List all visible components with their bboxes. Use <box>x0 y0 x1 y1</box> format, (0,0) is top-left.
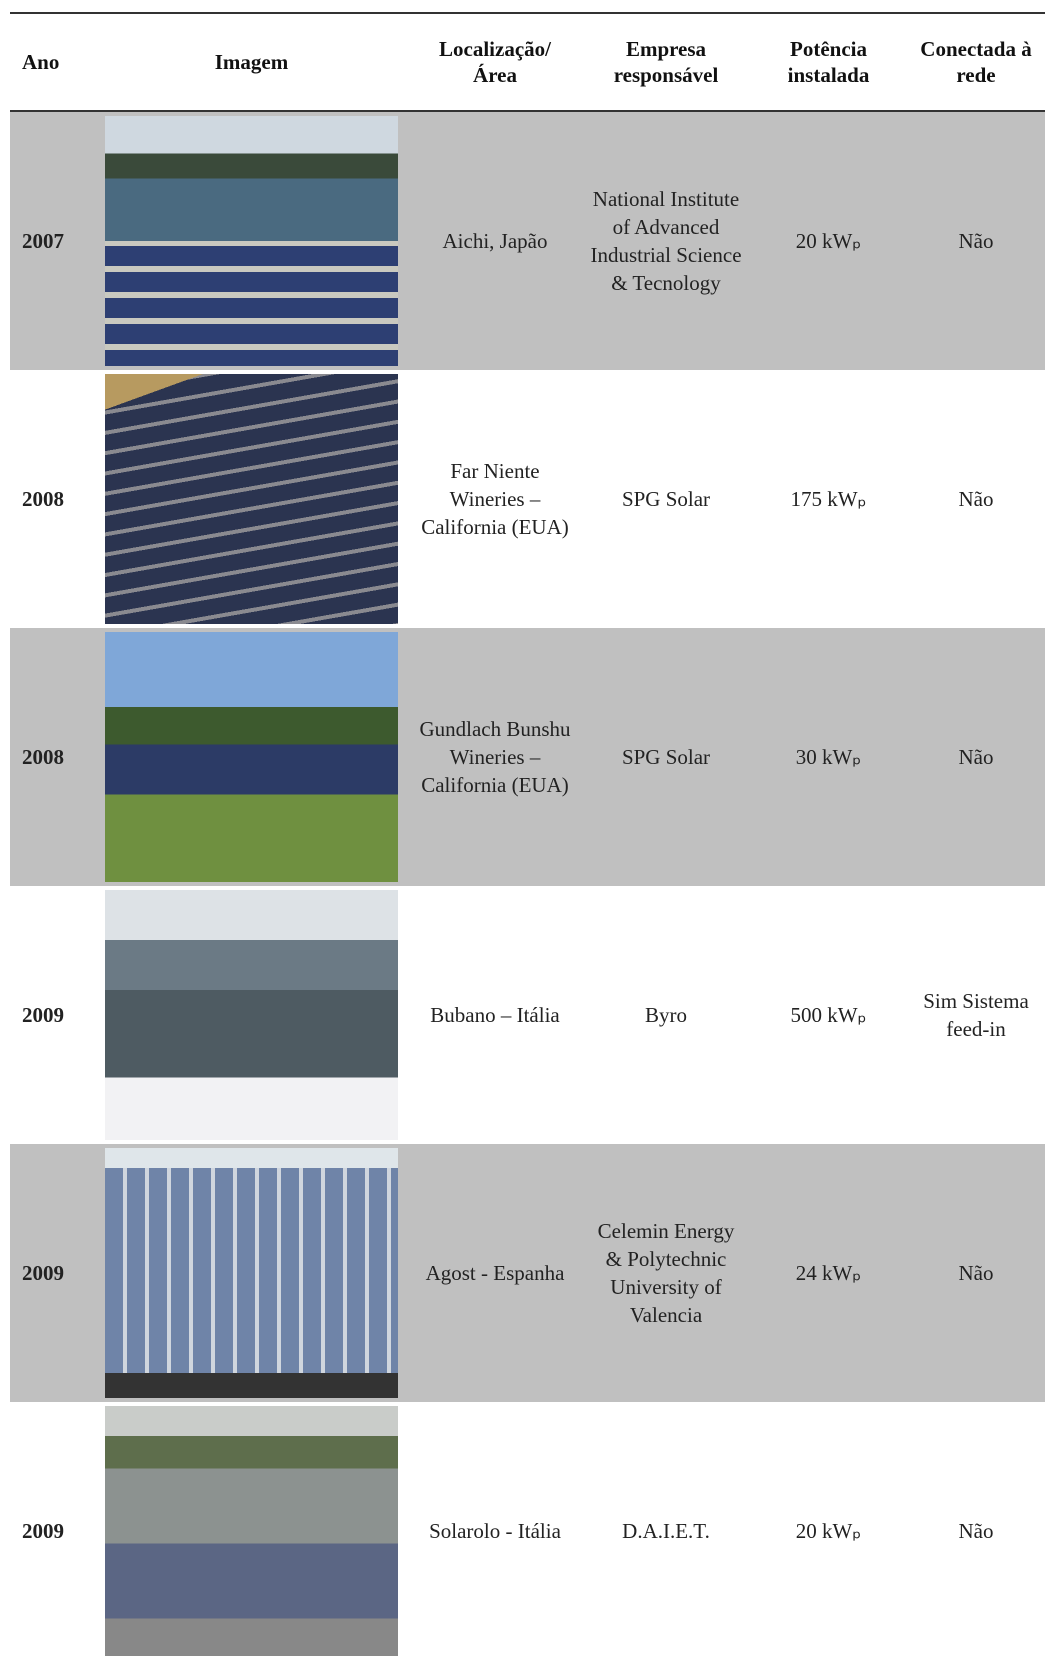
photo <box>105 374 398 624</box>
power-cell: 500 kWₚ <box>790 1003 867 1027</box>
grid-cell: Não <box>958 229 994 253</box>
grid-cell: Não <box>958 745 994 769</box>
table-row: 2008 Gundlach Bunshu Wineries – Californi… <box>10 628 1045 886</box>
header-cell: Ano <box>22 50 60 74</box>
location-cell: Solarolo - Itália <box>429 1519 561 1543</box>
location-cell: Gundlach Bunshu Wineries – California (E… <box>419 717 571 797</box>
power-cell: 175 kWₚ <box>790 487 867 511</box>
header-row: Ano Imagem Localização/ Área Empresa res… <box>10 12 1045 112</box>
company-cell: Byro <box>645 1003 687 1027</box>
photo <box>105 632 398 882</box>
year-cell: 2009 <box>22 1003 64 1027</box>
table-row: 2009 Solarolo - Itália D.A.I.E.T. 20 kWₚ Não <box>10 1402 1045 1660</box>
grid-cell: Sim Sistema feed-in <box>923 989 1029 1041</box>
table-row: 2008 Far Niente Wineries – California (EU… <box>10 370 1045 628</box>
table-row: 2009 Agost - Espanha Celemin Energy & Poly… <box>10 1144 1045 1402</box>
power-cell: 24 kWₚ <box>795 1261 862 1285</box>
year-cell: 2008 <box>22 745 64 769</box>
photo <box>105 1406 398 1656</box>
grid-cell: Não <box>958 1519 994 1543</box>
header-cell: Localização/ Área <box>439 37 551 87</box>
power-cell: 20 kWₚ <box>795 229 862 253</box>
photo <box>105 1148 398 1398</box>
location-cell: Aichi, Japão <box>442 229 548 253</box>
grid-cell: Não <box>958 487 994 511</box>
photo <box>105 116 398 366</box>
photo <box>105 890 398 1140</box>
year-cell: 2009 <box>22 1261 64 1285</box>
location-cell: Agost - Espanha <box>425 1261 565 1285</box>
company-cell: D.A.I.E.T. <box>622 1519 710 1543</box>
power-cell: 30 kWₚ <box>795 745 862 769</box>
table-body: 2007 Aichi, Japão National Institute of Ad… <box>10 112 1045 1660</box>
company-cell: SPG Solar <box>621 487 711 511</box>
header-cell: Conectada à rede <box>920 37 1032 87</box>
company-cell: Celemin Energy & Polytechnic University … <box>597 1219 735 1327</box>
year-cell: 2008 <box>22 487 64 511</box>
power-cell: 20 kWₚ <box>795 1519 862 1543</box>
header-cell: Potência instalada <box>787 37 870 87</box>
table-row: 2007 Aichi, Japão National Institute of Ad… <box>10 112 1045 370</box>
company-cell: National Institute of Advanced Industria… <box>590 187 742 295</box>
header-cell: Imagem <box>214 50 289 74</box>
year-cell: 2007 <box>22 229 64 253</box>
location-cell: Bubano – Itália <box>430 1003 560 1027</box>
table: Ano Imagem Localização/ Área Empresa res… <box>10 12 1045 1660</box>
table-row: 2009 Bubano – Itália Byro 500 kWₚ Sim Sistem… <box>10 886 1045 1144</box>
company-cell: SPG Solar <box>621 745 711 769</box>
grid-cell: Não <box>958 1261 994 1285</box>
year-cell: 2009 <box>22 1519 64 1543</box>
location-cell: Far Niente Wineries – California (EUA) <box>421 459 569 539</box>
header-cell: Empresa responsável <box>613 37 719 87</box>
